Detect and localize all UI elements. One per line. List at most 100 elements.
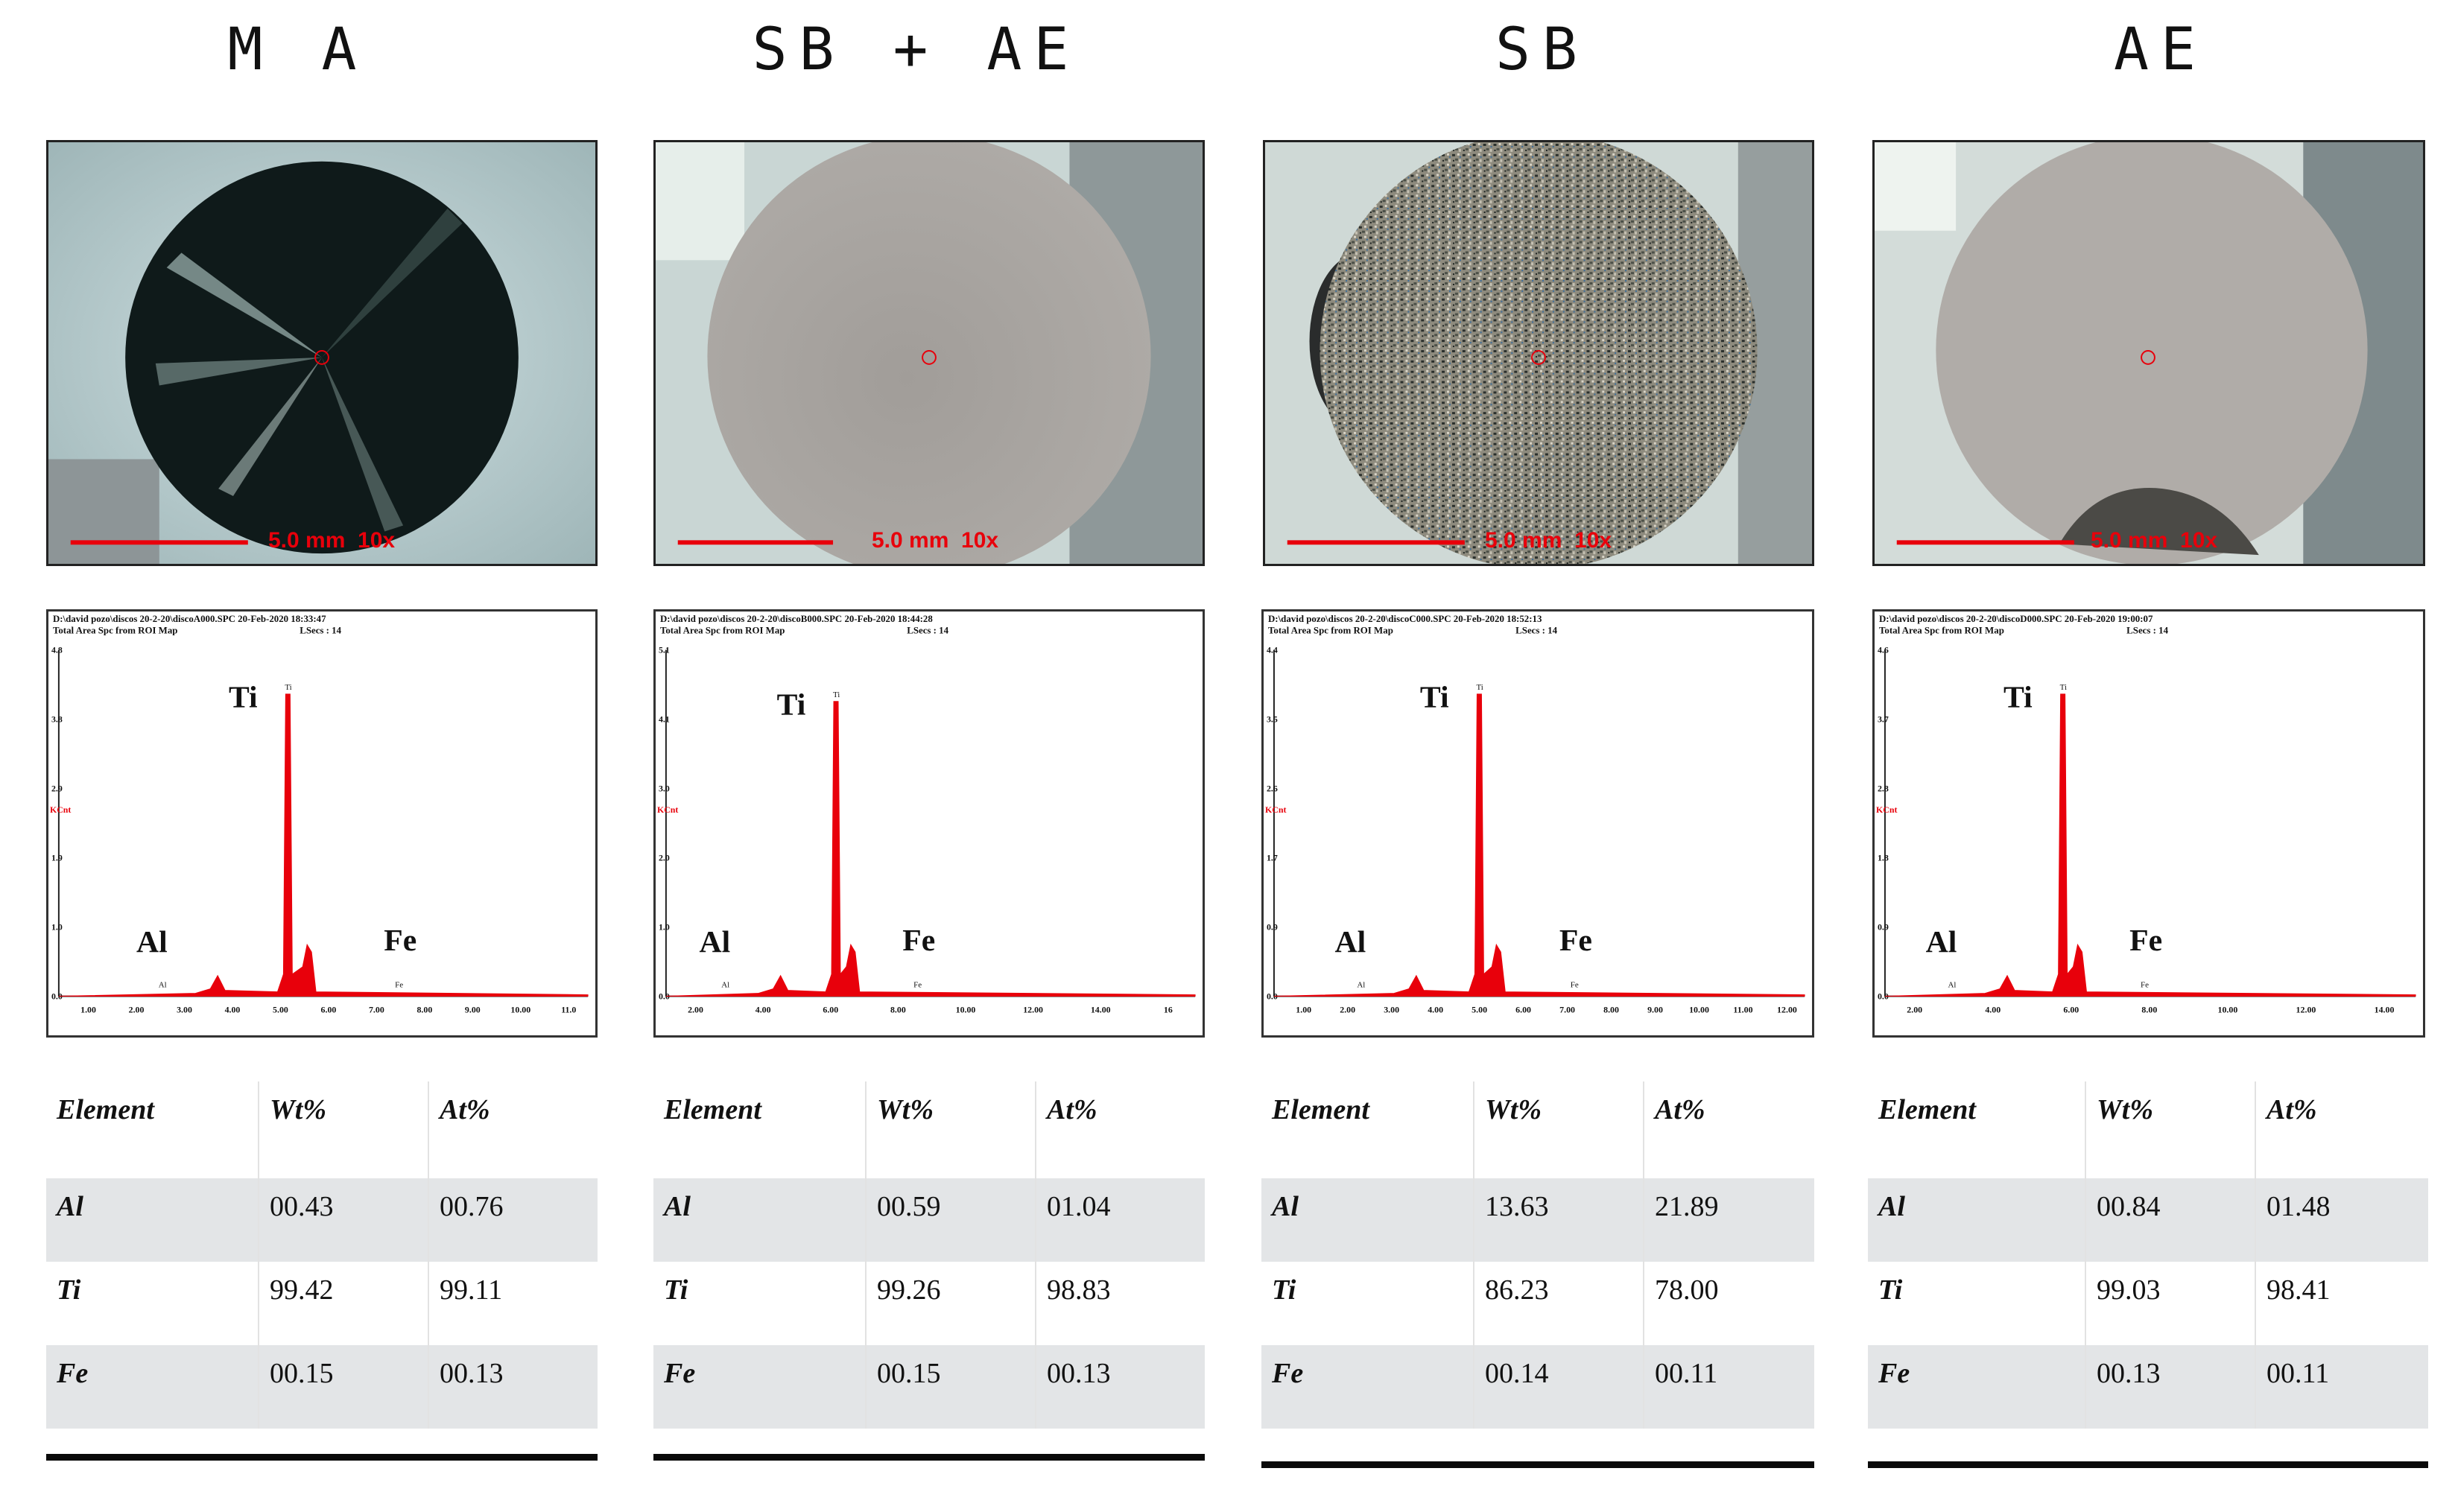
peak-small-ti: Ti: [833, 690, 840, 699]
y-tick-label: 1.0: [51, 922, 63, 933]
peak-small-ti: Ti: [1476, 683, 1483, 692]
peak-small-fe: Fe: [913, 981, 922, 990]
x-tick-label: 6.00: [2063, 1004, 2079, 1014]
x-tick-label: 11.00: [1733, 1004, 1752, 1014]
y-tick-label: 1.7: [1267, 853, 1278, 863]
y-tick-label: 0.0: [659, 991, 670, 1002]
x-tick-label: 3.00: [1384, 1004, 1399, 1014]
photo-ma: [48, 142, 595, 564]
spectrum-header-lsecs: LSecs : 14: [907, 626, 948, 636]
peak-label-al: Al: [1926, 925, 1957, 959]
scale-label: 5.0 mm 10x: [1485, 528, 1612, 553]
y-tick-label: 4.8: [51, 644, 63, 655]
table-bottom-rule: [46, 1454, 598, 1461]
composition-table: Element Wt% At% Al 00.84 01.48 Ti 99.03 …: [1868, 1081, 2428, 1468]
row-at: 00.13: [428, 1345, 598, 1429]
spectrum-fill: [1273, 693, 1805, 997]
composition-table: Element Wt% At% Al 00.43 00.76 Ti 99.42 …: [46, 1081, 598, 1461]
panel-title: SB + AE: [752, 16, 1081, 83]
table-row: Ti 99.26 98.83: [653, 1262, 1205, 1345]
row-at: 00.13: [1036, 1345, 1205, 1429]
peak-label-ti: Ti: [2003, 681, 2033, 715]
x-tick-label: 4.00: [1428, 1004, 1443, 1014]
y-tick-label: 0.9: [1878, 922, 1889, 933]
table-bottom-rule: [1261, 1461, 1814, 1468]
x-tick-label: 10.00: [510, 1004, 530, 1014]
sample-photo: 5.0 mm 10x: [1872, 140, 2425, 566]
row-at: 00.11: [2255, 1345, 2428, 1429]
peak-label-al: Al: [136, 925, 168, 959]
y-tick-label: 5.1: [659, 644, 670, 655]
row-element: Fe: [1261, 1345, 1474, 1429]
eds-spectrum: D:\david pozo\discos 20-2-20\discoD000.S…: [1872, 609, 2425, 1038]
table-row: Fe 00.14 00.11: [1261, 1345, 1814, 1429]
y-tick-label: 1.9: [51, 852, 63, 863]
table-row: Ti 99.42 99.11: [46, 1262, 598, 1345]
sample-photo: 5.0 mm 10x: [46, 140, 598, 566]
header-wt: Wt%: [1474, 1081, 1644, 1178]
panel-title: AE: [2114, 16, 2208, 83]
peak-small-al: Al: [721, 981, 729, 990]
scale-bar: [70, 540, 248, 545]
scale-label: 5.0 mm 10x: [872, 528, 999, 553]
y-tick-label: 1.8: [1878, 853, 1889, 863]
x-tick-label: 8.00: [890, 1004, 906, 1014]
y-tick-label: 2.9: [51, 783, 63, 793]
table-row: Al 00.59 01.04: [653, 1178, 1205, 1262]
panel-ae: AE 5.0 mm 10x D:\david pozo\discos 20-2-…: [1868, 0, 2451, 1512]
photo-sb: [1265, 142, 1812, 564]
row-at: 98.41: [2255, 1262, 2428, 1345]
header-element: Element: [653, 1081, 867, 1178]
y-tick-label: 2.8: [1878, 783, 1889, 793]
peak-label-fe: Fe: [384, 924, 416, 958]
y-tick-label: 3.0: [659, 783, 670, 793]
spectrum-header-path: D:\david pozo\discos 20-2-20\discoC000.S…: [1268, 614, 1542, 624]
table-header-row: Element Wt% At%: [46, 1081, 598, 1178]
scale-label: 5.0 mm 10x: [2091, 528, 2218, 553]
table-row: Ti 99.03 98.41: [1868, 1262, 2428, 1345]
photo-sb-ae: [656, 142, 1203, 564]
x-tick-label: 9.00: [465, 1004, 481, 1014]
peak-small-fe: Fe: [395, 981, 403, 990]
row-element: Al: [1261, 1178, 1474, 1262]
header-at: At%: [1036, 1081, 1205, 1178]
x-tick-label: 8.00: [416, 1004, 432, 1014]
header-element: Element: [46, 1081, 259, 1178]
spectrum-header-title: Total Area Spc from ROI Map: [1268, 626, 1393, 636]
row-wt: 00.59: [866, 1178, 1036, 1262]
spectrum-header-path: D:\david pozo\discos 20-2-20\discoD000.S…: [1879, 614, 2153, 624]
panel-ma: M A 5.0 mm 10x D:\david pozo\discos 20-2…: [41, 0, 622, 1512]
spectrum-header-title: Total Area Spc from ROI Map: [1879, 626, 2004, 636]
y-tick-label: 4.4: [1267, 644, 1278, 655]
row-wt: 00.84: [2085, 1178, 2256, 1262]
row-element: Fe: [46, 1345, 259, 1429]
row-element: Ti: [653, 1262, 867, 1345]
peak-label-ti: Ti: [229, 681, 258, 715]
scale-label: 5.0 mm 10x: [268, 528, 396, 553]
row-element: Ti: [1868, 1262, 2086, 1345]
sample-photo: 5.0 mm 10x: [1263, 140, 1814, 566]
eds-spectrum: D:\david pozo\discos 20-2-20\discoC000.S…: [1261, 609, 1814, 1038]
y-tick-label: 3.5: [1267, 714, 1278, 724]
x-tick-label: 4.00: [755, 1004, 771, 1014]
table-header-row: Element Wt% At%: [1868, 1081, 2428, 1178]
peak-small-ti: Ti: [285, 683, 291, 692]
x-tick-label: 12.00: [1023, 1004, 1043, 1014]
x-tick-label: 6.00: [1515, 1004, 1531, 1014]
scale-bar: [1287, 540, 1465, 545]
panel-sb-ae: SB + AE 5.0 mm 10x D:\david pozo\discos …: [648, 0, 1229, 1512]
spectrum-plot: D:\david pozo\discos 20-2-20\discoC000.S…: [1265, 614, 1805, 1014]
scale-bar: [1896, 540, 2074, 545]
y-tick-label: 4.1: [659, 714, 670, 724]
row-wt: 86.23: [1474, 1262, 1644, 1345]
x-tick-label: 1.00: [80, 1004, 96, 1014]
x-tick-label: 2.00: [1907, 1004, 1922, 1014]
y-tick-label: 2.6: [1267, 783, 1278, 793]
row-element: Al: [1868, 1178, 2086, 1262]
peak-label-ti: Ti: [777, 688, 806, 722]
peak-label-al: Al: [1334, 925, 1366, 959]
composition-table: Element Wt% At% Al 00.59 01.04 Ti 99.26 …: [653, 1081, 1205, 1461]
x-tick-label: 1.00: [1296, 1004, 1311, 1014]
y-tick-label: 0.0: [51, 991, 63, 1002]
header-at: At%: [1644, 1081, 1814, 1178]
